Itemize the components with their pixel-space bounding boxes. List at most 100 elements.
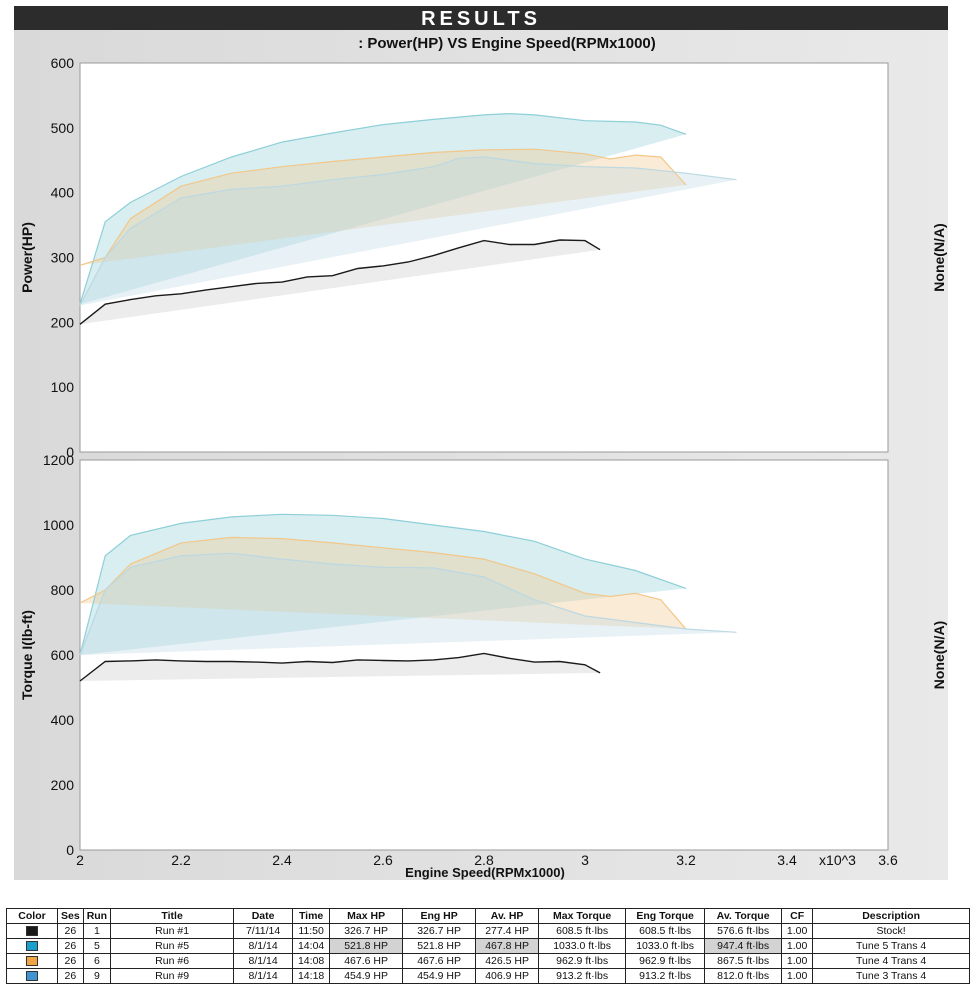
cell-title: Run #1 xyxy=(110,923,235,939)
series-line-run-9 xyxy=(79,552,737,656)
cell-eng-hp: 454.9 HP xyxy=(402,968,477,984)
results-table: Color Ses Run Title Date Time Max HP Eng HP Av. … xyxy=(6,908,971,984)
y-axis-label: Power(HP) xyxy=(19,222,35,293)
column-header: Color xyxy=(6,908,58,924)
column-header: Eng Torque xyxy=(625,908,706,924)
cell-run: 1 xyxy=(82,923,112,939)
column-header: Eng HP xyxy=(402,908,477,924)
y-tick-label: 400 xyxy=(51,712,75,728)
cell-cf: 1.00 xyxy=(781,923,814,939)
table-row: 26 1 Run #1 7/11/14 11:50 326.7 HP 326.7 HP 277… xyxy=(6,923,971,939)
cell-date: 7/11/14 xyxy=(233,923,294,939)
y-tick-label: 300 xyxy=(51,250,75,266)
cell-time: 11:50 xyxy=(292,923,331,939)
cell-cf: 1.00 xyxy=(781,968,814,984)
cell-time: 14:18 xyxy=(292,968,331,984)
cell-max-torque: 1033.0 ft·lbs xyxy=(538,938,627,954)
cell-max-torque: 913.2 ft·lbs xyxy=(538,968,627,984)
color-swatch xyxy=(26,941,38,952)
cell-av-hp: 426.5 HP xyxy=(475,953,540,969)
cell-max-torque: 608.5 ft·lbs xyxy=(538,923,627,939)
series-line-run-5 xyxy=(79,513,687,656)
table-row: 26 9 Run #9 8/1/14 14:18 454.9 HP 454.9 HP 406.… xyxy=(6,968,971,984)
y-tick-label: 600 xyxy=(51,647,75,663)
cell-av-hp: 277.4 HP xyxy=(475,923,540,939)
color-swatch xyxy=(26,971,38,982)
table-row: 26 6 Run #6 8/1/14 14:08 467.6 HP 467.6 HP 426.… xyxy=(6,953,971,969)
y-axis-right-label: None(N/A) xyxy=(931,223,947,291)
cell-eng-hp: 467.6 HP xyxy=(402,953,477,969)
x-tick-label: 2.4 xyxy=(272,852,292,868)
series-band-run-6 xyxy=(80,149,686,266)
x-tick-label: 2 xyxy=(76,852,84,868)
column-header: Max Torque xyxy=(538,908,627,924)
cell-eng-torque: 608.5 ft·lbs xyxy=(625,923,706,939)
cell-av-hp: 406.9 HP xyxy=(475,968,540,984)
series-line-run-1 xyxy=(79,652,601,682)
cell-av-torque: 867.5 ft·lbs xyxy=(704,953,783,969)
column-header: Description xyxy=(812,908,971,924)
cell-description: Tune 3 Trans 4 xyxy=(812,968,971,984)
cell-av-torque: 812.0 ft·lbs xyxy=(704,968,783,984)
cell-max-hp: 326.7 HP xyxy=(329,923,404,939)
y-tick-label: 200 xyxy=(51,314,75,330)
dyno-chart: : Power(HP) VS Engine Speed(RPMx1000) 600… xyxy=(14,30,948,880)
cell-description: Stock! xyxy=(812,923,971,939)
color-cell xyxy=(6,923,58,939)
column-header: Title xyxy=(110,908,235,924)
cell-max-torque: 962.9 ft·lbs xyxy=(538,953,627,969)
column-header: Time xyxy=(292,908,331,924)
cell-ses: 26 xyxy=(57,953,84,969)
cell-run: 9 xyxy=(82,968,112,984)
x-tick-label: 2.2 xyxy=(171,852,191,868)
x-tick-label: 2.6 xyxy=(373,852,393,868)
y-tick-label: 1200 xyxy=(43,452,74,468)
cell-date: 8/1/14 xyxy=(233,968,294,984)
y-tick-label: 800 xyxy=(51,582,75,598)
y-tick-label: 400 xyxy=(51,185,75,201)
y-tick-label: 100 xyxy=(51,379,75,395)
series-line-run-9 xyxy=(79,156,737,306)
cell-eng-torque: 1033.0 ft·lbs xyxy=(625,938,706,954)
series-band-run-5 xyxy=(80,514,686,655)
cell-date: 8/1/14 xyxy=(233,953,294,969)
color-swatch xyxy=(26,956,38,967)
cell-title: Run #5 xyxy=(110,938,235,954)
cell-date: 8/1/14 xyxy=(233,938,294,954)
cell-max-hp: 454.9 HP xyxy=(329,968,404,984)
chart-title: : Power(HP) VS Engine Speed(RPMx1000) xyxy=(358,35,656,52)
column-header: Date xyxy=(233,908,294,924)
series-band-run-1 xyxy=(80,653,601,681)
cell-description: Tune 5 Trans 4 xyxy=(812,938,971,954)
column-header: CF xyxy=(781,908,814,924)
x-tick-label: 3.4 xyxy=(777,852,797,868)
cell-time: 14:08 xyxy=(292,953,331,969)
cell-av-torque: 576.6 ft·lbs xyxy=(704,923,783,939)
cell-eng-torque: 913.2 ft·lbs xyxy=(625,968,706,984)
y-tick-label: 0 xyxy=(66,842,74,858)
cell-av-torque: 947.4 ft·lbs xyxy=(704,938,783,954)
plot-area-2 xyxy=(79,459,889,851)
results-banner: RESULTS xyxy=(14,6,948,30)
column-header: Av. Torque xyxy=(704,908,783,924)
cell-eng-hp: 521.8 HP xyxy=(402,938,477,954)
table-row: 26 5 Run #5 8/1/14 14:04 521.8 HP 521.8 HP 467.… xyxy=(6,938,971,954)
y-tick-label: 500 xyxy=(51,120,75,136)
color-cell xyxy=(6,938,58,954)
cell-title: Run #9 xyxy=(110,968,235,984)
table-header-row: Color Ses Run Title Date Time Max HP Eng HP Av. … xyxy=(6,908,971,924)
column-header: Run xyxy=(82,908,112,924)
cell-eng-torque: 962.9 ft·lbs xyxy=(625,953,706,969)
y-axis-label: Torque I(lb-ft) xyxy=(19,610,35,700)
color-cell xyxy=(6,953,58,969)
column-header: Ses xyxy=(57,908,84,924)
cell-cf: 1.00 xyxy=(781,953,814,969)
cell-title: Run #6 xyxy=(110,953,235,969)
x-tick-label: 3 xyxy=(581,852,589,868)
cell-ses: 26 xyxy=(57,923,84,939)
plot-area-1 xyxy=(79,62,889,453)
series-band-run-6 xyxy=(80,537,686,629)
cell-eng-hp: 326.7 HP xyxy=(402,923,477,939)
series-line-run-1 xyxy=(79,239,601,325)
series-line-run-6 xyxy=(79,148,687,266)
